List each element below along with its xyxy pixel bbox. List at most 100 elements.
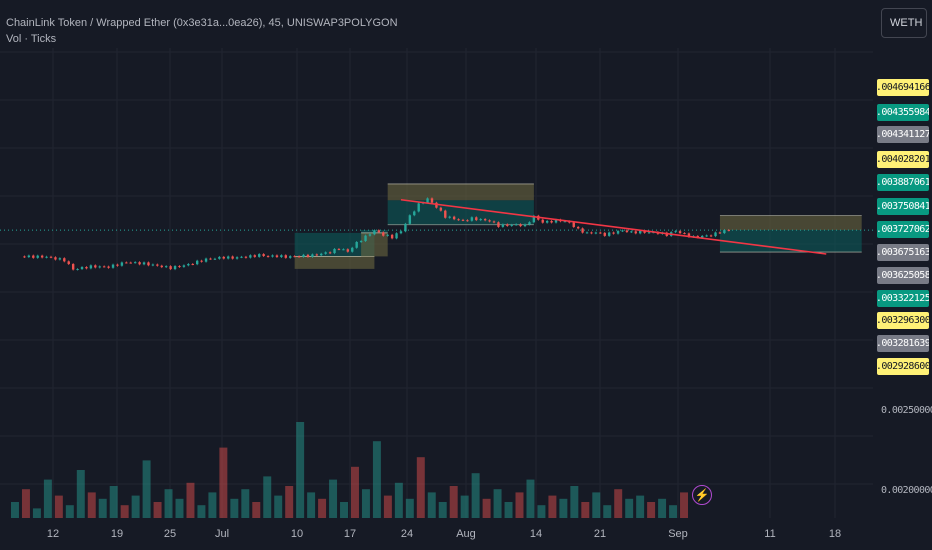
candle	[386, 234, 389, 236]
candle	[306, 254, 310, 257]
candle	[630, 231, 633, 233]
candle	[111, 264, 115, 268]
volume-bar	[285, 486, 294, 518]
candle	[479, 219, 482, 221]
candle	[32, 255, 35, 258]
volume-bar	[449, 486, 458, 518]
candle	[40, 255, 44, 258]
candle	[727, 230, 730, 232]
volume-bar	[570, 486, 579, 518]
candle	[709, 235, 713, 237]
volume-bar	[427, 492, 436, 518]
symbol-button[interactable]: WETH	[881, 8, 927, 38]
lightning-bolt-icon[interactable]: ⚡	[692, 485, 712, 505]
candle	[439, 207, 443, 211]
volume-bar	[241, 489, 250, 518]
volume-bar	[219, 447, 228, 518]
target-zone	[719, 230, 862, 253]
volume-bar	[658, 498, 667, 518]
candle	[581, 228, 584, 233]
candle	[701, 235, 704, 238]
candle	[178, 266, 181, 268]
candle	[315, 254, 319, 256]
time-tick-label: Sep	[668, 528, 688, 540]
candle	[647, 232, 651, 234]
candle	[222, 256, 225, 259]
volume-bar	[559, 498, 568, 518]
candle	[120, 262, 124, 266]
candle	[457, 219, 460, 221]
price-tag: 0.0036751635	[877, 244, 929, 261]
volume-bar	[636, 495, 645, 518]
candle	[452, 216, 456, 220]
candle	[311, 254, 314, 257]
candle	[364, 235, 367, 242]
volume-bar	[482, 498, 491, 518]
volume-bar	[526, 479, 535, 518]
indicator-label[interactable]: Vol · Ticks	[6, 33, 57, 45]
candle	[683, 233, 686, 235]
candle	[674, 231, 677, 233]
candle	[514, 224, 518, 226]
price-tag: 0.0043411278	[877, 126, 929, 143]
candle	[76, 269, 79, 271]
candle	[173, 266, 177, 270]
time-tick-label: 14	[529, 528, 543, 540]
candle	[541, 219, 544, 223]
candle	[413, 211, 416, 216]
candle	[506, 224, 509, 226]
volume-bar	[603, 505, 612, 518]
candle	[151, 264, 155, 266]
candle	[594, 232, 598, 234]
candle	[532, 215, 536, 223]
volume-bar	[274, 495, 283, 518]
volume-bar	[680, 492, 688, 518]
price-axis-label: 0.0020000000	[881, 485, 932, 496]
price-tag: 0.0032963005	[877, 312, 929, 329]
candle	[324, 252, 327, 254]
candle	[545, 220, 549, 223]
time-tick-label: 12	[46, 528, 60, 540]
volume-bar	[131, 495, 140, 518]
volume-bar	[142, 460, 151, 518]
candle	[399, 231, 403, 234]
candle	[576, 226, 580, 229]
candle	[262, 254, 265, 257]
volume-bar	[11, 502, 19, 518]
candle	[714, 232, 717, 237]
volume-bar	[186, 482, 195, 518]
candle	[625, 230, 629, 233]
volume-bar	[263, 476, 272, 518]
candle	[196, 260, 199, 265]
candle	[483, 219, 487, 221]
chart-title: ChainLink Token / Wrapped Ether (0x3e31a…	[6, 17, 398, 29]
candle	[80, 267, 84, 270]
candle	[133, 262, 137, 264]
candle	[346, 249, 350, 252]
candle	[98, 266, 101, 268]
trend-line	[400, 198, 827, 255]
volume-bar	[76, 470, 85, 518]
candle	[408, 215, 412, 224]
candle	[138, 262, 141, 265]
time-tick-label: 25	[163, 528, 177, 540]
candle	[142, 262, 146, 265]
candle	[488, 220, 491, 222]
candle	[102, 266, 106, 268]
candle	[85, 267, 88, 269]
candle	[519, 224, 522, 227]
candle	[244, 256, 248, 258]
volume-bar	[372, 441, 381, 518]
candle	[320, 253, 323, 256]
candle	[218, 256, 221, 259]
candle	[612, 232, 615, 234]
volume-bar	[54, 495, 63, 518]
candle	[235, 257, 239, 259]
volume-bar	[504, 502, 513, 518]
candle	[36, 255, 39, 258]
stop-zone	[387, 183, 534, 201]
volume-bar	[197, 505, 206, 518]
candle	[204, 258, 208, 262]
